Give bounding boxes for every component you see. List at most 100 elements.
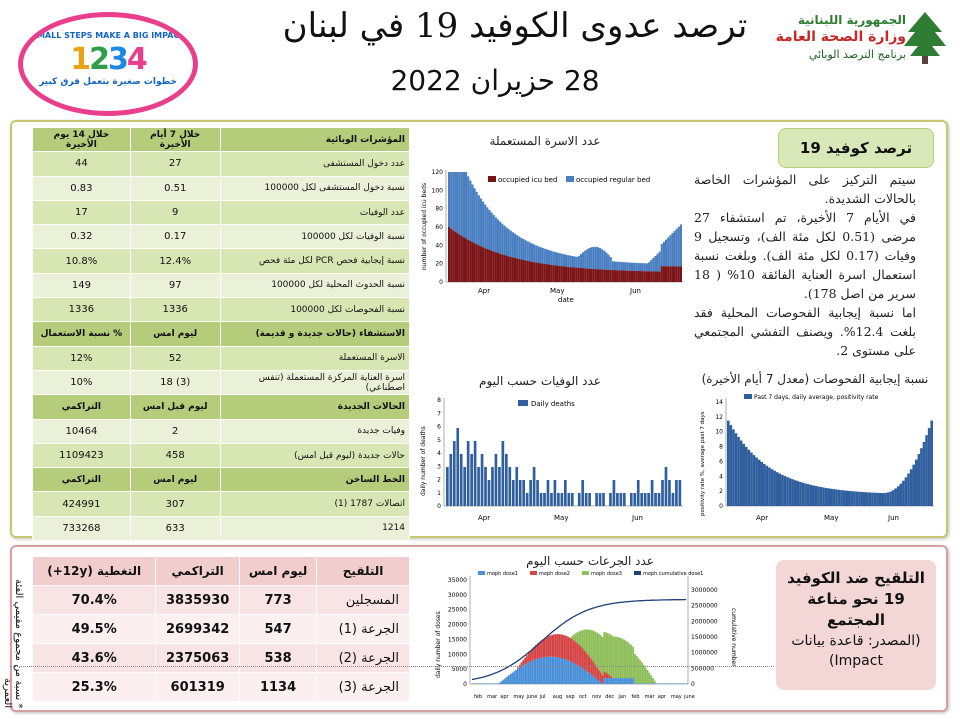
icu-bed-bar [448, 227, 451, 282]
icu-bed-bar [535, 262, 538, 282]
positivity-bar [855, 491, 859, 506]
dose2-bar [581, 648, 584, 669]
icu-bed-bar [556, 265, 559, 282]
regular-bed-bar [488, 210, 491, 250]
icu-bed-bar [575, 267, 578, 282]
positivity-bar [832, 489, 836, 506]
regular-bed-bar [588, 248, 591, 269]
regular-bed-bar [507, 229, 510, 257]
dose2-bar [592, 662, 595, 677]
dose2-bar [585, 652, 588, 671]
positivity-bar [850, 491, 854, 506]
regular-bed-bar [609, 257, 612, 270]
legend-swatch [530, 571, 537, 575]
icu-bed-bar [588, 268, 591, 282]
regular-bed-bar [456, 172, 459, 234]
positivity-bar [930, 420, 933, 506]
dose2-bar [542, 639, 544, 658]
icu-bed-bar [541, 263, 544, 282]
vax-bars [472, 629, 688, 684]
regular-bed-bar [452, 172, 455, 231]
regular-bed-bar [567, 255, 570, 267]
dose3-bar [623, 639, 625, 679]
dose1-bar [671, 683, 674, 684]
deaths-xtick-may: May [554, 514, 568, 522]
death-bar [577, 493, 581, 506]
dose3-bar [603, 631, 606, 672]
regular-bed-bar [575, 256, 578, 268]
icu-bed-bar [482, 247, 485, 282]
dose1-bar [621, 678, 624, 684]
table-cell: (3) 18 [129, 369, 221, 396]
dose1-bar [524, 664, 526, 684]
table-cell: الجرعة (1) [316, 614, 410, 644]
dose1-bar [517, 668, 519, 684]
vaccination-chart: 0 5000 10000 15000 20000 25000 30000 35000 0 500… [435, 571, 737, 700]
positivity-bar [793, 480, 797, 506]
icu-bed-bar [511, 257, 514, 282]
dose1-bar [520, 666, 523, 684]
positivity-bar [889, 491, 892, 506]
dose1-bar [536, 658, 539, 684]
y-tick-label: 60 [435, 224, 443, 231]
regular-bed-bar [635, 262, 638, 271]
dose1-bar [508, 675, 510, 684]
death-bar [564, 480, 567, 506]
positivity-bar [845, 490, 849, 506]
table-cell: 12% [32, 345, 131, 371]
death-bar [515, 467, 519, 506]
regular-bed-bar [577, 256, 580, 268]
icu-bed-bar [490, 250, 493, 282]
header-cell: الخط الساخن [219, 467, 411, 493]
table-row: نسبة الوفيات لكل 100000 0.17 0.32 [32, 224, 411, 250]
icu-bed-bar [530, 261, 534, 282]
regular-bed-bar [620, 261, 623, 271]
icu-bed-bar [565, 266, 568, 282]
icu-bed-bar [569, 267, 572, 282]
dose1-bar [472, 683, 474, 684]
dose2-bar [538, 641, 541, 659]
y-tick-label: 12 [715, 414, 723, 421]
dose2-bar [545, 636, 548, 657]
positivity-bar [917, 454, 921, 506]
icu-bed-bar [626, 270, 629, 282]
death-bar [553, 480, 557, 506]
beds-xtick-jun: Jun [629, 287, 641, 295]
dose3-bar [576, 632, 579, 644]
regular-bed-bar [675, 228, 678, 267]
ministry-line1: الجمهورية اللبنانية [797, 13, 906, 27]
death-bar [550, 493, 553, 506]
death-bar [675, 480, 678, 506]
dose1-bar [542, 657, 544, 684]
regular-bed-bar [550, 250, 553, 265]
icu-bed-bar [654, 271, 657, 282]
table-cell: 2375063 [155, 643, 240, 673]
table-row: عدد الوفيات 9 17 [32, 199, 411, 226]
regular-bed-bar [618, 261, 621, 271]
positivity-bar [799, 481, 802, 506]
positivity-bar [775, 472, 779, 506]
dose1-bar [535, 659, 537, 684]
icu-bed-bar [499, 253, 502, 282]
dose1-bar [653, 683, 656, 684]
icu-bed-bar [494, 252, 497, 282]
regular-bed-bar [543, 248, 546, 264]
dose1-bar [576, 664, 579, 684]
death-bar [629, 493, 633, 506]
table-cell: 97 [129, 272, 221, 299]
positivity-bar [819, 487, 823, 506]
regular-bed-bar [524, 240, 527, 261]
regular-bed-bar [569, 255, 572, 268]
table-cell: 1336 [129, 297, 221, 323]
dose3-bar [617, 637, 620, 679]
regular-bed-bar [562, 254, 565, 267]
dose2-bar [547, 636, 550, 657]
positivity-bar [804, 483, 807, 506]
regular-bed-bar [611, 261, 614, 271]
x-tick-label: dec [605, 694, 614, 700]
y-tick-label: 500000 [691, 665, 714, 672]
table-cell: عدد دخول المستشفى [219, 151, 411, 177]
pos-xtick-apr: Apr [756, 514, 768, 522]
table-cell: 424991 [32, 491, 131, 517]
coverage-footnote: * نسبة من مجموع مقيمي الفئة العمرية [2, 578, 24, 708]
